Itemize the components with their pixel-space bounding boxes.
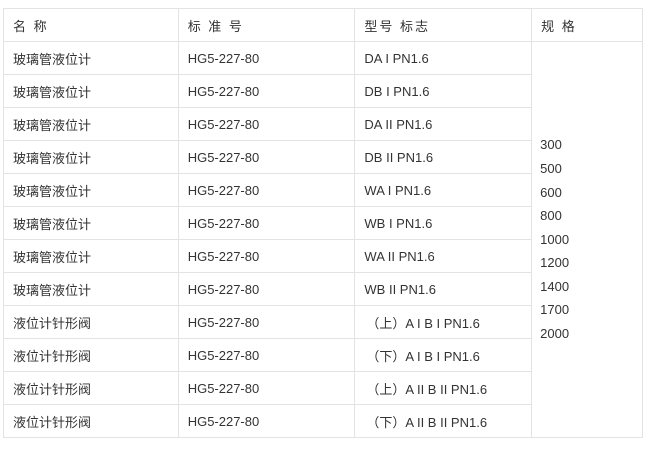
table-row: 玻璃管液位计 HG5-227-80 DA II PN1.6 [3, 107, 643, 141]
cell-standard: HG5-227-80 [177, 41, 356, 75]
cell-spec: 300 500 600 800 1000 1200 1400 1700 2000 [531, 41, 643, 438]
cell-name: 液位计针形阀 [3, 371, 179, 405]
table-row: 玻璃管液位计 HG5-227-80 DB II PN1.6 [3, 140, 643, 174]
cell-standard: HG5-227-80 [177, 272, 356, 306]
header-spec: 规 格 [531, 8, 643, 42]
cell-name: 玻璃管液位计 [3, 239, 179, 273]
cell-standard: HG5-227-80 [177, 239, 356, 273]
spec-value: 800 [540, 208, 562, 224]
table-row: 液位计针形阀 HG5-227-80 （下）A I B I PN1.6 [3, 338, 643, 372]
cell-name: 玻璃管液位计 [3, 272, 179, 306]
table-header-row: 名 称 标 准 号 型号 标志 规 格 [3, 8, 643, 42]
cell-model: DB I PN1.6 [354, 74, 533, 108]
cell-standard: HG5-227-80 [177, 140, 356, 174]
spec-value: 1400 [540, 278, 570, 294]
cell-name: 玻璃管液位计 [3, 206, 179, 240]
cell-name: 玻璃管液位计 [3, 140, 179, 174]
cell-standard: HG5-227-80 [177, 404, 356, 438]
cell-model: DA I PN1.6 [354, 41, 533, 75]
cell-name: 液位计针形阀 [3, 404, 179, 438]
cell-model: DA II PN1.6 [354, 107, 533, 141]
cell-model: WA II PN1.6 [354, 239, 533, 273]
cell-name: 玻璃管液位计 [3, 173, 179, 207]
cell-model: DB II PN1.6 [354, 140, 533, 174]
cell-standard: HG5-227-80 [177, 107, 356, 141]
cell-model: WB I PN1.6 [354, 206, 533, 240]
cell-name: 玻璃管液位计 [3, 41, 179, 75]
table-row: 玻璃管液位计 HG5-227-80 DB I PN1.6 [3, 74, 643, 108]
cell-model: WA I PN1.6 [354, 173, 533, 207]
header-standard: 标 准 号 [177, 8, 356, 42]
cell-name: 玻璃管液位计 [3, 74, 179, 108]
cell-standard: HG5-227-80 [177, 338, 356, 372]
cell-standard: HG5-227-80 [177, 371, 356, 405]
cell-name: 液位计针形阀 [3, 338, 179, 372]
cell-name: 液位计针形阀 [3, 305, 179, 339]
table-row: 玻璃管液位计 HG5-227-80 WB II PN1.6 [3, 272, 643, 306]
cell-standard: HG5-227-80 [177, 74, 356, 108]
table-row: 液位计针形阀 HG5-227-80 （上）A I B I PN1.6 [3, 305, 643, 339]
header-name: 名 称 [3, 8, 179, 42]
cell-standard: HG5-227-80 [177, 206, 356, 240]
spec-table: 名 称 标 准 号 型号 标志 规 格 玻璃管液位计 HG5-227-80 DA I… [3, 8, 643, 438]
table-row: 液位计针形阀 HG5-227-80 （上）A II B II PN1.6 [3, 371, 643, 405]
cell-name: 玻璃管液位计 [3, 107, 179, 141]
header-model: 型号 标志 [354, 8, 533, 42]
cell-model: （下）A II B II PN1.6 [354, 404, 533, 438]
spec-value: 500 [540, 160, 562, 176]
spec-value: 300 [540, 137, 562, 153]
table-row: 玻璃管液位计 HG5-227-80 DA I PN1.6 300 500 600 800 10… [3, 41, 643, 438]
table-row: 液位计针形阀 HG5-227-80 （下）A II B II PN1.6 [3, 404, 643, 438]
table-row: 玻璃管液位计 HG5-227-80 WA I PN1.6 [3, 173, 643, 207]
table-row: 玻璃管液位计 HG5-227-80 WB I PN1.6 [3, 206, 643, 240]
spec-value: 600 [540, 184, 562, 200]
cell-model: （上）A II B II PN1.6 [354, 371, 533, 405]
spec-value: 1200 [540, 255, 570, 271]
spec-value: 1700 [540, 302, 570, 318]
table-row: 玻璃管液位计 HG5-227-80 WA II PN1.6 [3, 239, 643, 273]
cell-standard: HG5-227-80 [177, 305, 356, 339]
cell-model: （下）A I B I PN1.6 [354, 338, 533, 372]
spec-value: 2000 [540, 326, 570, 342]
cell-model: （上）A I B I PN1.6 [354, 305, 533, 339]
cell-standard: HG5-227-80 [177, 173, 356, 207]
cell-model: WB II PN1.6 [354, 272, 533, 306]
spec-value: 1000 [540, 231, 570, 247]
